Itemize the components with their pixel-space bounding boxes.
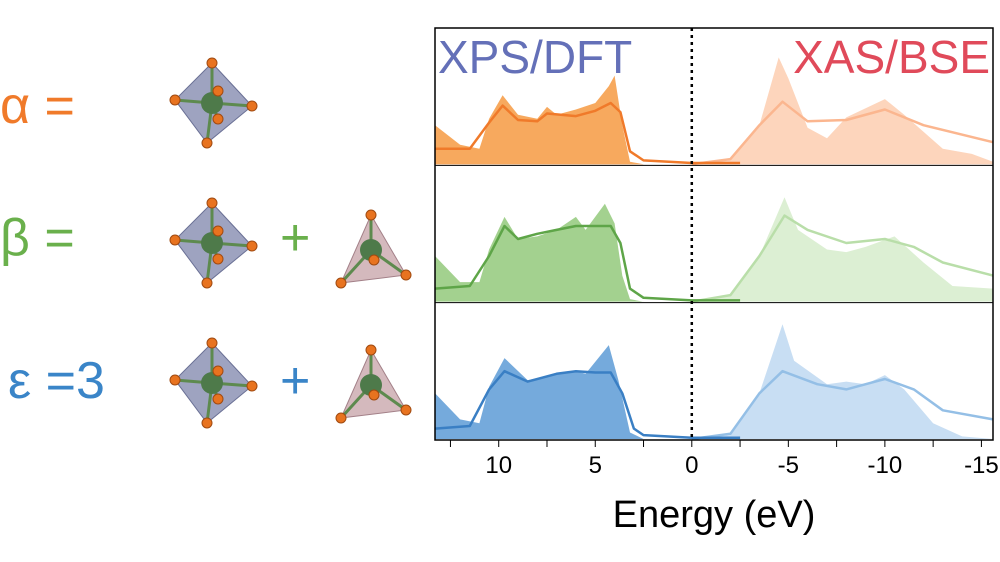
beta-label: β = (0, 212, 75, 264)
beta-symbol: β = (0, 209, 75, 267)
x-axis-label: Energy (eV) (613, 494, 816, 536)
metal-atom (201, 232, 223, 254)
xas-line (691, 100, 994, 166)
epsilon-plus: + (280, 352, 311, 410)
epsilon-label: ε =3 (8, 355, 105, 407)
oxygen-atom (400, 404, 412, 416)
xas-line (691, 369, 994, 441)
oxygen-atom (246, 240, 258, 252)
oxygen-atom (169, 374, 181, 386)
epsilon-symbol: ε = (8, 352, 76, 410)
alpha-symbol: α = (0, 77, 75, 135)
panel-alpha (435, 57, 994, 166)
xas-line (691, 214, 994, 303)
oxygen-atom (246, 100, 258, 112)
metal-atom (201, 92, 223, 114)
oxygen-atom (206, 197, 218, 209)
oxygen-atom (400, 269, 412, 281)
metal-atom (201, 372, 223, 394)
tetrahedron-icon (335, 209, 412, 289)
oxygen-atom (169, 234, 181, 246)
xps-line (434, 224, 741, 302)
octahedron-icon (169, 197, 258, 289)
beta-plus: + (280, 209, 311, 267)
oxygen-atom (335, 412, 347, 424)
oxygen-atom (169, 94, 181, 106)
oxygen-atom (212, 365, 224, 377)
oxygen-atom (212, 253, 224, 265)
xps-dft-fill (435, 345, 644, 439)
oxygen-atom (201, 137, 213, 149)
octahedron-icon (169, 57, 258, 149)
tetrahedron-icon (335, 344, 412, 424)
oxygen-atom (212, 85, 224, 97)
oxygen-atom (335, 277, 347, 289)
xps-dft-title: XPS/DFT (438, 31, 632, 83)
xps-line (434, 369, 741, 439)
x-tick-label: -10 (868, 452, 903, 479)
oxygen-atom (212, 113, 224, 125)
xas-bse-fill (691, 57, 993, 165)
oxygen-atom (365, 209, 377, 221)
oxygen-atom (201, 417, 213, 429)
panel-beta (434, 197, 994, 303)
x-tick-label: 0 (685, 452, 698, 479)
oxygen-atom (212, 393, 224, 405)
x-tick-label: 10 (485, 452, 512, 479)
oxygen-atom (206, 57, 218, 69)
xps-line (435, 101, 741, 165)
panel-epsilon (434, 324, 994, 441)
oxygen-atom (368, 254, 380, 266)
oxygen-atom (201, 277, 213, 289)
oxygen-atom (212, 225, 224, 237)
x-tick-label: -15 (964, 452, 999, 479)
alpha-label: α = (0, 80, 75, 132)
octahedron-icon (169, 337, 258, 429)
oxygen-atom (206, 337, 218, 349)
oxygen-atom (365, 344, 377, 356)
xas-bse-fill (691, 197, 993, 302)
xas-bse-fill (691, 324, 993, 439)
oxygen-atom (368, 389, 380, 401)
xps-dft-fill (435, 203, 644, 302)
x-tick-label: -5 (778, 452, 799, 479)
xas-bse-title: XAS/BSE (793, 31, 990, 83)
x-tick-label: 5 (589, 452, 602, 479)
epsilon-multiplier: 3 (76, 352, 105, 410)
plot-frame (434, 27, 994, 441)
oxygen-atom (246, 380, 258, 392)
